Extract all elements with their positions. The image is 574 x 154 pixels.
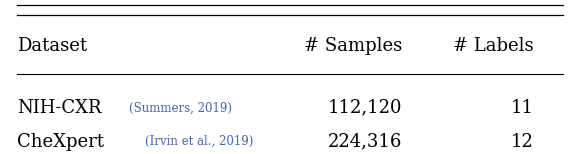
Text: # Samples: # Samples bbox=[304, 37, 402, 55]
Text: # Labels: # Labels bbox=[453, 37, 534, 55]
Text: Dataset: Dataset bbox=[17, 37, 87, 55]
Text: 11: 11 bbox=[511, 99, 534, 117]
Text: 224,316: 224,316 bbox=[327, 133, 402, 151]
Text: (Summers, 2019): (Summers, 2019) bbox=[129, 101, 232, 114]
Text: NIH-CXR: NIH-CXR bbox=[17, 99, 102, 117]
Text: (Irvin et al., 2019): (Irvin et al., 2019) bbox=[145, 135, 253, 148]
Text: 12: 12 bbox=[511, 133, 534, 151]
Text: 112,120: 112,120 bbox=[327, 99, 402, 117]
Text: CheXpert: CheXpert bbox=[17, 133, 104, 151]
